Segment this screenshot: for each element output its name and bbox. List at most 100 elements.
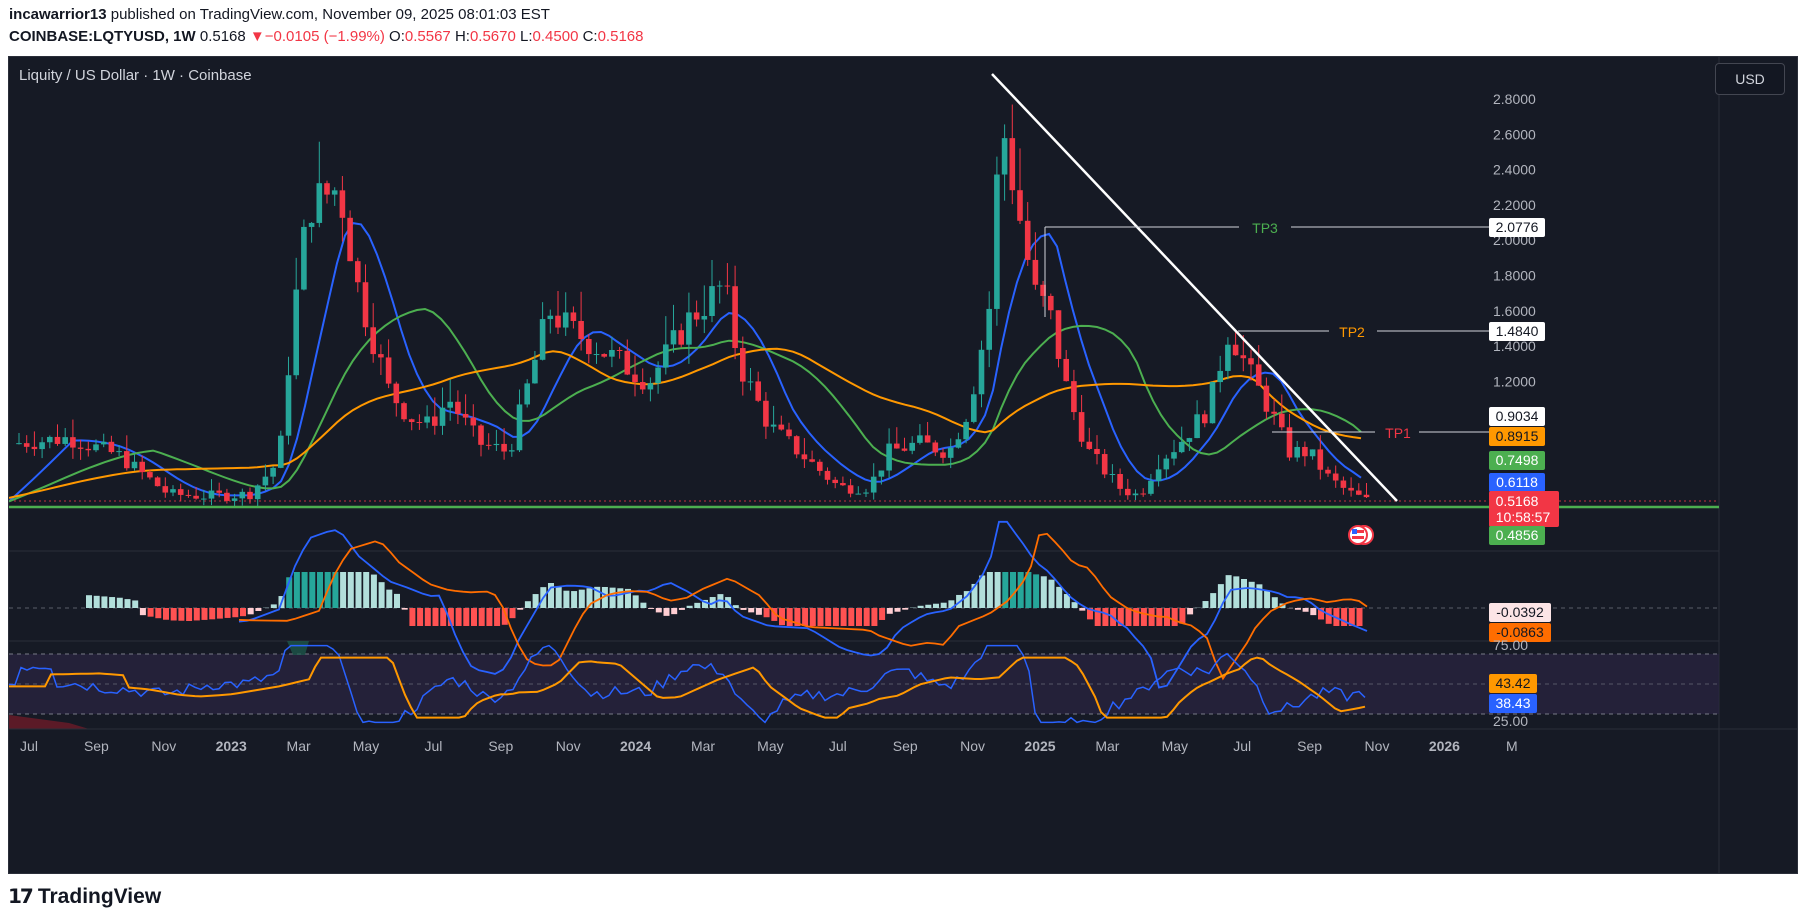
macd-histogram-bar [571, 591, 578, 608]
candle-body [270, 467, 276, 477]
macd-histogram-bar [532, 594, 539, 608]
macd-histogram-bar [1264, 590, 1271, 608]
macd-histogram-bar [93, 595, 100, 608]
candle-body [416, 422, 423, 424]
candle-body [1302, 446, 1308, 457]
macd-histogram-bar [178, 608, 185, 621]
macd-histogram-bar [917, 605, 924, 608]
currency-button[interactable]: USD [1715, 63, 1785, 95]
candle-body [747, 381, 754, 383]
candle-body [847, 485, 854, 494]
tradingview-logo[interactable]: 𝟭𝟳 TradingView [8, 884, 161, 909]
candle-body [509, 450, 515, 452]
macd-histogram-bar [732, 605, 739, 608]
macd-histogram-bar [270, 604, 277, 608]
macd-histogram-bar [116, 597, 123, 608]
time-tick-label: May [757, 738, 783, 754]
candle-body [870, 476, 877, 493]
us-flag-event-icon[interactable] [1348, 525, 1374, 545]
candle-body [601, 354, 607, 357]
candle-body [1340, 480, 1347, 488]
macd-histogram-bar [671, 608, 678, 615]
descending-trendline[interactable] [991, 73, 1398, 502]
candle-body [1001, 138, 1008, 175]
macd-histogram-bar [686, 605, 693, 608]
symbol-name[interactable]: COINBASE:LQTYUSD, 1W [9, 28, 196, 45]
rsi-line [9, 644, 1366, 724]
time-tick-label: 2023 [216, 738, 247, 754]
time-tick-label: Sep [893, 738, 918, 754]
candle-body [1356, 490, 1362, 495]
candle-body [1017, 190, 1023, 221]
macd-histogram-bar [301, 572, 308, 608]
price-scale[interactable]: 2.80002.60002.40002.20002.00001.80001.60… [1493, 91, 1536, 389]
macd-histogram-bar [555, 586, 562, 608]
macd-histogram-bar [101, 596, 108, 608]
candle-body [1317, 449, 1324, 470]
candle-body [1332, 473, 1339, 481]
publish-text: published on TradingView.com, November 0… [110, 6, 550, 23]
candle-body [855, 493, 862, 495]
candle-body [1078, 412, 1085, 442]
candle-body [1240, 355, 1247, 359]
macd-histogram-bar [694, 602, 701, 608]
rsi-oversold-fill [9, 715, 89, 729]
macd-histogram-bar [1256, 584, 1263, 608]
high-label: H: [454, 28, 470, 45]
candlestick-series[interactable] [16, 104, 1370, 507]
rsi-indicator[interactable] [9, 644, 1366, 724]
candle-body [1348, 487, 1354, 491]
candle-body [1086, 441, 1093, 449]
macd-badge-b: -0.0863 [1489, 623, 1551, 642]
price-badge-tp3: 2.0776 [1489, 218, 1545, 237]
macd-histogram-bar [994, 572, 1001, 608]
candle-body [239, 491, 246, 499]
low-label: L: [520, 28, 533, 45]
candle-body [924, 435, 931, 443]
macd-histogram-bar [293, 572, 300, 608]
candle-body [978, 349, 985, 395]
macd-histogram-bar [886, 608, 893, 614]
macd-histogram-bar [378, 582, 385, 608]
macd-histogram-bar [1033, 574, 1040, 608]
candle-body [1071, 381, 1077, 413]
macd-histogram-bar [517, 608, 524, 610]
candle-body [262, 476, 269, 486]
candle-body [632, 374, 638, 383]
candle-body [532, 359, 538, 384]
macd-histogram-bar [925, 604, 932, 608]
candle-body [347, 217, 353, 262]
candle-body [1125, 488, 1131, 496]
candle-body [1217, 370, 1223, 383]
candle-body [285, 375, 292, 436]
candle-body [1325, 469, 1331, 474]
price-tick-label: 2.6000 [1493, 126, 1536, 142]
chart-container[interactable]: TP3 TP2 TP1 2.8000 2.6000 2.4000 2.2000 2.00… [8, 56, 1798, 874]
macd-histogram-bar [309, 572, 316, 608]
time-axis[interactable]: Jul Sep Nov 2023 Mar May Jul Sep Nov 2024 Mar May Ju… [20, 738, 1518, 754]
candle-body [917, 435, 923, 443]
tp3-label: TP3 [1252, 220, 1278, 236]
candle-body [1186, 438, 1193, 442]
candle-body [1363, 494, 1370, 498]
author-name[interactable]: incawarrior13 [9, 6, 107, 23]
macd-histogram-bar [1079, 608, 1086, 611]
candle-body [31, 446, 38, 450]
chart-canvas[interactable]: TP3 TP2 TP1 2.80002.60002.40002.20002.00… [9, 57, 1798, 874]
candle-body [1209, 382, 1216, 424]
candle-body [1232, 344, 1239, 356]
candle-body [39, 442, 45, 450]
candle-body [539, 319, 546, 360]
time-tick-label: 2026 [1429, 738, 1460, 754]
macd-histogram-bar [471, 608, 477, 626]
macd-indicator[interactable] [86, 520, 1368, 689]
price-tick-label: 2.2000 [1493, 197, 1536, 213]
candle-body [886, 443, 892, 471]
candle-body [801, 454, 808, 460]
candle-body [154, 477, 161, 487]
macd-histogram-bar [1071, 602, 1078, 608]
macd-histogram-bar [417, 608, 424, 626]
candle-body [894, 443, 900, 449]
candle-body [947, 447, 954, 458]
candle-body [678, 330, 684, 345]
